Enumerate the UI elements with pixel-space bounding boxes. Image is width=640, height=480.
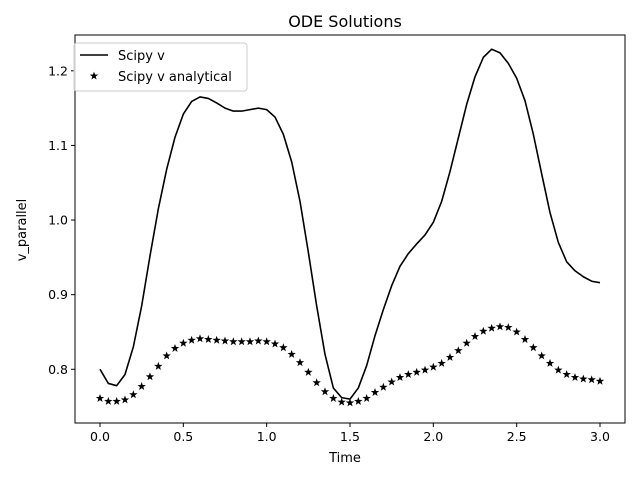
series-point-scipy-v-analytical	[470, 332, 480, 341]
series-point-scipy-v-analytical	[429, 362, 438, 371]
series-point-scipy-v-analytical	[512, 327, 521, 336]
series-point-scipy-v-analytical	[320, 387, 330, 396]
series-point-scipy-v-analytical	[270, 339, 280, 348]
series-point-scipy-v-analytical	[104, 396, 113, 405]
x-tick-label: 3.0	[590, 429, 610, 444]
legend: Scipy v Scipy v analytical	[73, 42, 248, 92]
series-point-scipy-v-analytical	[345, 398, 355, 407]
x-tick-label: 2.0	[423, 429, 443, 444]
series-point-scipy-v-analytical	[204, 335, 213, 343]
series-point-scipy-v-analytical	[262, 337, 271, 346]
series-point-scipy-v-analytical	[595, 376, 605, 385]
series-point-scipy-v-analytical	[379, 382, 388, 391]
series-point-scipy-v-analytical	[145, 372, 155, 381]
axes-frame	[74, 34, 626, 424]
series-point-scipy-v-analytical	[279, 343, 288, 352]
series-point-scipy-v-analytical	[504, 323, 513, 332]
series-point-scipy-v-analytical	[187, 335, 196, 344]
y-tick-label: 1.0	[48, 213, 68, 228]
series-point-scipy-v-analytical	[220, 336, 230, 345]
legend-star-swatch	[89, 71, 99, 80]
series-point-scipy-v-analytical	[329, 393, 338, 402]
series-point-scipy-v-analytical	[95, 393, 105, 402]
series-point-scipy-v-analytical	[579, 374, 588, 383]
series-point-scipy-v-analytical	[295, 358, 305, 367]
series-point-scipy-v-analytical	[237, 337, 246, 346]
series-point-scipy-v-analytical	[120, 395, 130, 404]
series-point-scipy-v-analytical	[479, 326, 488, 335]
series-point-scipy-v-analytical	[370, 388, 380, 396]
series-point-scipy-v-analytical	[362, 393, 371, 402]
series-point-scipy-v-analytical	[137, 382, 146, 390]
x-tick-label: 2.5	[507, 429, 527, 444]
series-point-scipy-v-analytical	[395, 373, 405, 382]
series-point-scipy-v-analytical	[337, 397, 346, 406]
y-tick-label: 1.1	[48, 138, 68, 153]
series-point-scipy-v-analytical	[529, 343, 538, 352]
series-point-scipy-v-analytical	[154, 361, 163, 370]
series-point-scipy-v-analytical	[245, 337, 255, 346]
axis-ticks: 0.0 0.5 1.0 1.5 2.0 2.5 3.0 0.8 0.9 1.0 1.1 1.2	[48, 63, 610, 444]
series-point-scipy-v-analytical	[495, 322, 505, 331]
series-point-scipy-v-analytical	[554, 365, 563, 374]
series-point-scipy-v-analytical	[437, 358, 446, 367]
series-point-scipy-v-analytical	[537, 351, 546, 360]
x-tick-label: 1.0	[257, 429, 277, 444]
series-point-scipy-v-analytical	[212, 335, 221, 344]
series-point-scipy-v-analytical	[387, 377, 396, 386]
series-point-scipy-v-analytical	[287, 349, 296, 358]
x-tick-label: 0.0	[90, 429, 110, 444]
series-point-scipy-v-analytical	[170, 343, 180, 352]
plot-area	[95, 48, 605, 407]
series-point-scipy-v-analytical	[129, 390, 138, 399]
series-point-scipy-v-analytical	[412, 367, 421, 376]
series-point-scipy-v-analytical	[112, 396, 121, 405]
x-tick-label: 1.5	[340, 429, 360, 444]
series-point-scipy-v-analytical	[520, 335, 530, 343]
series-point-scipy-v-analytical	[462, 338, 471, 347]
series-point-scipy-v-analytical	[562, 370, 571, 379]
series-point-scipy-v-analytical	[570, 373, 580, 382]
x-tick-label: 0.5	[173, 429, 193, 444]
chart-title: ODE Solutions	[288, 12, 402, 31]
series-point-scipy-v-analytical	[587, 375, 596, 384]
y-tick-label: 0.8	[48, 362, 68, 377]
series-point-scipy-v-analytical	[229, 337, 238, 346]
series-point-scipy-v-analytical	[254, 336, 263, 345]
x-axis-label: Time	[328, 451, 361, 466]
series-point-scipy-v-analytical	[304, 367, 313, 376]
y-tick-label: 0.9	[48, 287, 68, 302]
series-point-scipy-v-analytical	[420, 365, 430, 374]
series-point-scipy-v-analytical	[487, 323, 496, 332]
series-point-scipy-v-analytical	[195, 334, 205, 343]
series-point-scipy-v-analytical	[162, 351, 171, 360]
series-point-scipy-v-analytical	[179, 338, 188, 347]
series-point-scipy-v-analytical	[545, 358, 555, 367]
y-axis-label: v_parallel	[15, 199, 30, 262]
series-point-scipy-v-analytical	[404, 370, 413, 379]
series-point-scipy-v-analytical	[354, 396, 363, 405]
legend-entry-scipy-v: Scipy v	[118, 49, 165, 64]
series-point-scipy-v-analytical	[454, 346, 463, 355]
legend-box	[73, 42, 248, 92]
series-point-scipy-v-analytical	[312, 378, 321, 387]
legend-star-marker	[89, 71, 99, 80]
series-point-scipy-v-analytical	[445, 352, 455, 361]
y-tick-label: 1.2	[48, 63, 68, 78]
legend-entry-scipy-v-analytical: Scipy v analytical	[118, 70, 232, 85]
